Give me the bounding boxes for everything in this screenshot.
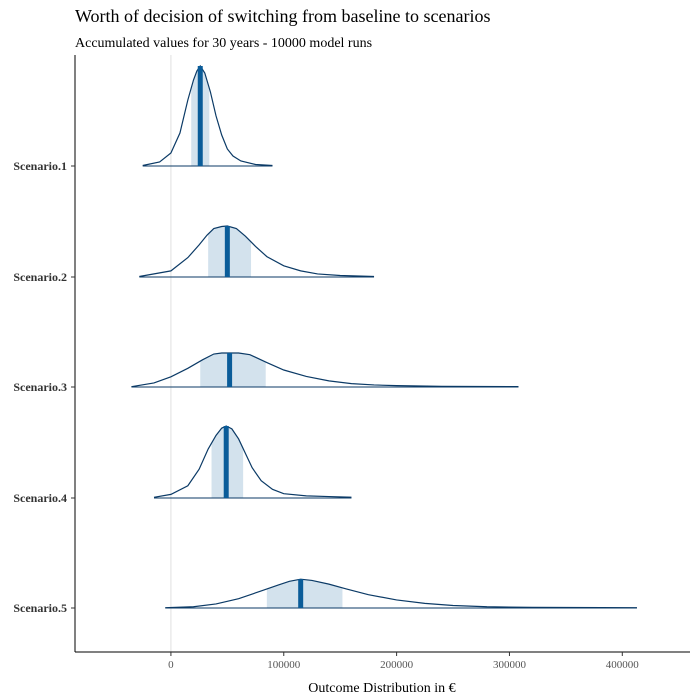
y-tick-label: Scenario.1: [13, 159, 67, 173]
y-tick-label: Scenario.4: [13, 491, 67, 505]
density-curve: [142, 64, 273, 167]
density-curve: [153, 425, 352, 498]
y-tick-label: Scenario.5: [13, 601, 67, 615]
y-tick-label: Scenario.3: [13, 380, 67, 394]
x-tick-label: 400000: [606, 659, 640, 671]
x-axis-label: Outcome Distribution in €: [308, 681, 455, 696]
density-curve: [165, 578, 637, 609]
x-tick-label: 0: [168, 659, 174, 671]
y-tick-label: Scenario.2: [13, 270, 67, 284]
density-curve: [139, 225, 375, 278]
density-curve: [131, 352, 519, 388]
interquartile-band: [200, 353, 266, 387]
x-tick-label: 200000: [380, 659, 414, 671]
interquartile-band: [266, 579, 343, 608]
chart-title: Worth of decision of switching from base…: [75, 6, 490, 26]
x-tick-label: 100000: [267, 659, 301, 671]
chart-subtitle: Accumulated values for 30 years - 10000 …: [75, 36, 372, 51]
plot-area: 0 100000 200000 300000 400000 Scenario.1 Scena…: [13, 55, 690, 671]
x-tick-label: 300000: [493, 659, 527, 671]
